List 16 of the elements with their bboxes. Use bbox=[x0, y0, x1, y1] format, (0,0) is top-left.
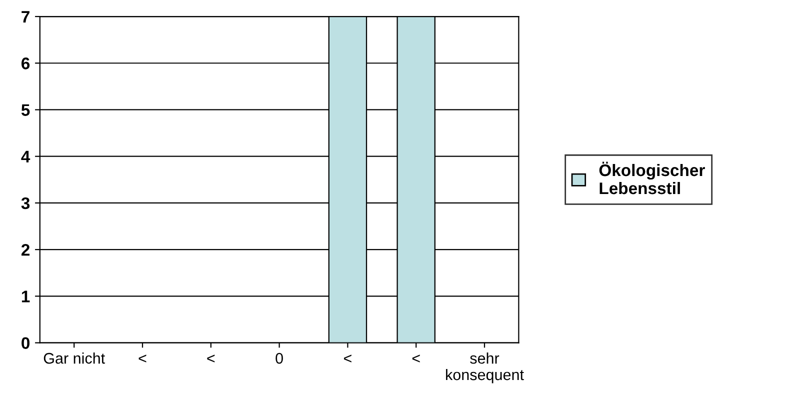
y-tick-label: 0 bbox=[22, 337, 30, 349]
y-tick-label: 4 bbox=[21, 150, 30, 162]
x-tick-label: Gar nicht bbox=[44, 352, 105, 364]
y-tick-label: 1 bbox=[22, 290, 30, 302]
x-tick-label: < bbox=[138, 354, 146, 362]
y-tick-label: 6 bbox=[22, 58, 30, 70]
x-tick-label: < bbox=[207, 354, 215, 362]
x-tick-label: < bbox=[412, 354, 420, 362]
legend-label: Ökologischer Lebensstil bbox=[599, 162, 705, 194]
y-tick-label: 2 bbox=[21, 244, 30, 256]
y-tick-label: 5 bbox=[21, 104, 30, 116]
x-tick-label: sehr konsequent bbox=[446, 352, 524, 384]
y-tick-label: 7 bbox=[22, 11, 30, 23]
x-tick-label: 0 bbox=[276, 352, 283, 364]
y-tick-label: 3 bbox=[21, 197, 30, 210]
x-tick-label: < bbox=[344, 354, 352, 362]
